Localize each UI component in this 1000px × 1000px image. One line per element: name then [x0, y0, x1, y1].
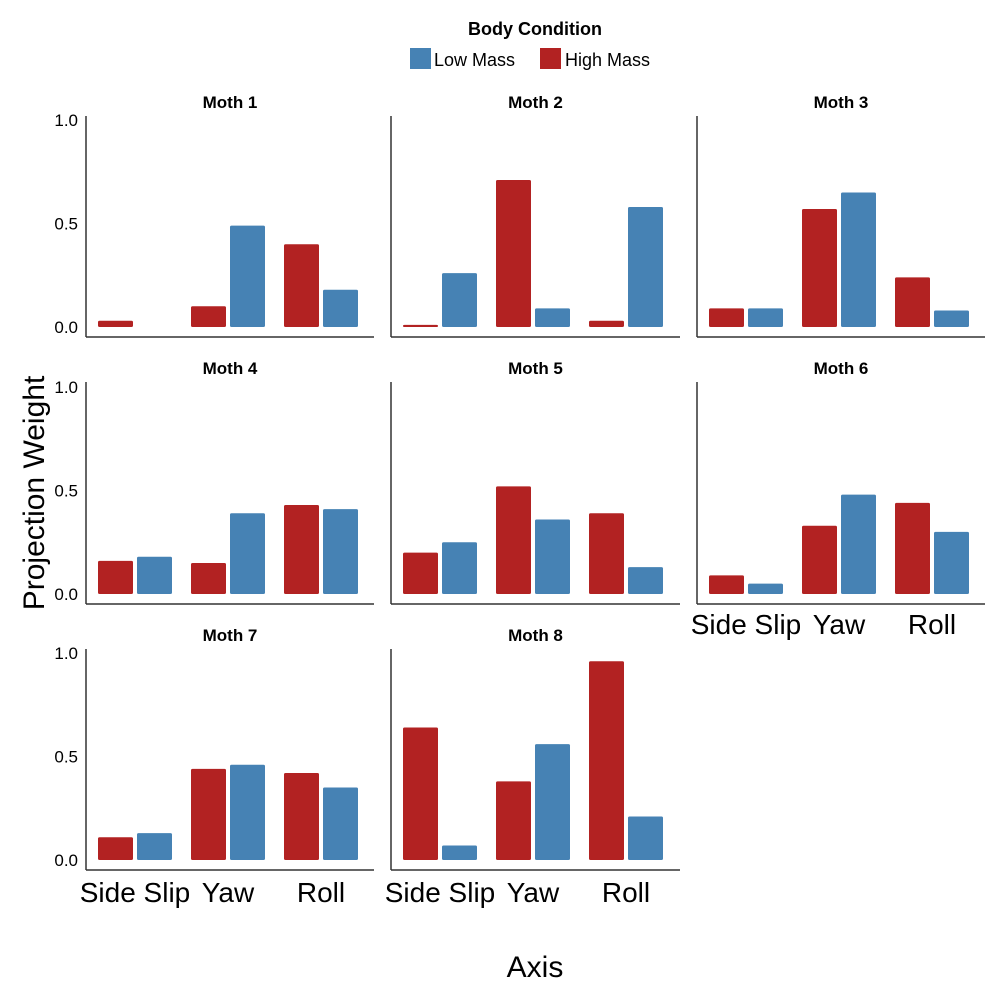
bar-low-mass-yaw [841, 494, 876, 594]
bar-high-mass-yaw [496, 180, 531, 327]
bar-high-mass-yaw [191, 306, 226, 327]
bar-high-mass-side-slip [403, 727, 438, 860]
y-tick-label: 0.0 [54, 318, 78, 337]
bar-low-mass-side-slip [442, 273, 477, 327]
bar-high-mass-roll [589, 320, 624, 327]
bar-low-mass-yaw [230, 513, 265, 594]
bar-high-mass-roll [284, 773, 319, 860]
facet-moth-8: Moth 8 Side Slip Yaw Roll [385, 626, 680, 908]
facet-moth-3: Moth 3 [696, 93, 985, 338]
bar-low-mass-side-slip [442, 542, 477, 594]
y-tick-label: 0.5 [54, 215, 78, 234]
x-tick-label: Side Slip [385, 877, 496, 908]
bar-high-mass-side-slip [709, 575, 744, 594]
bar-low-mass-side-slip [748, 308, 783, 327]
bar-low-mass-yaw [230, 225, 265, 327]
x-tick-label: Yaw [202, 877, 255, 908]
bar-high-mass-roll [895, 277, 930, 327]
bar-low-mass-roll [934, 531, 969, 594]
x-tick-label: Yaw [507, 877, 560, 908]
bar-high-mass-roll [589, 513, 624, 594]
bar-low-mass-roll [628, 206, 663, 327]
bar-high-mass-side-slip [98, 560, 133, 594]
bar-high-mass-side-slip [403, 552, 438, 594]
bar-low-mass-yaw [841, 192, 876, 327]
y-tick-label: 1.0 [54, 378, 78, 397]
bar-high-mass-roll [589, 661, 624, 860]
bar-high-mass-roll [895, 502, 930, 594]
y-axis-title: Projection Weight [18, 375, 51, 610]
facet-title: Moth 4 [203, 359, 258, 378]
bar-low-mass-side-slip [137, 556, 172, 594]
bar-low-mass-yaw [535, 744, 570, 860]
bar-low-mass-roll [323, 289, 358, 327]
bar-low-mass-yaw [230, 764, 265, 860]
x-axis-title: Axis [507, 951, 564, 984]
bar-low-mass-roll [934, 310, 969, 327]
bar-high-mass-roll [284, 244, 319, 327]
bar-high-mass-yaw [191, 768, 226, 860]
legend-swatch-low-mass [410, 48, 431, 69]
legend: Body Condition Low Mass High Mass [410, 19, 650, 70]
bar-low-mass-side-slip [442, 845, 477, 860]
y-tick-label: 0.5 [54, 748, 78, 767]
bar-low-mass-side-slip [748, 583, 783, 594]
bar-high-mass-side-slip [98, 320, 133, 327]
facet-title: Moth 5 [508, 359, 563, 378]
legend-title: Body Condition [468, 19, 602, 39]
x-tick-label: Roll [908, 609, 956, 640]
y-tick-label: 1.0 [54, 111, 78, 130]
facet-title: Moth 6 [814, 359, 869, 378]
bar-high-mass-roll [284, 504, 319, 594]
x-tick-label: Roll [602, 877, 650, 908]
x-tick-label: Side Slip [691, 609, 802, 640]
legend-label-high-mass: High Mass [565, 50, 650, 70]
bar-low-mass-roll [323, 787, 358, 860]
facet-moth-4: Moth 4 0.0 0.5 1.0 [54, 359, 374, 605]
legend-label-low-mass: Low Mass [434, 50, 515, 70]
bar-high-mass-yaw [802, 525, 837, 594]
bar-high-mass-yaw [496, 781, 531, 860]
bar-low-mass-yaw [535, 308, 570, 327]
bar-high-mass-side-slip [709, 308, 744, 327]
y-tick-label: 1.0 [54, 644, 78, 663]
bar-low-mass-yaw [535, 519, 570, 594]
facet-title: Moth 8 [508, 626, 563, 645]
facet-moth-5: Moth 5 [390, 359, 680, 605]
facet-moth-7: Moth 7 0.0 0.5 1.0 Side Slip Yaw Roll [54, 626, 374, 908]
facet-moth-1: Moth 1 0.0 0.5 1.0 [54, 93, 374, 338]
y-tick-label: 0.5 [54, 482, 78, 501]
facet-title: Moth 2 [508, 93, 563, 112]
y-tick-label: 0.0 [54, 851, 78, 870]
legend-swatch-high-mass [540, 48, 561, 69]
facet-title: Moth 1 [203, 93, 258, 112]
facet-title: Moth 7 [203, 626, 258, 645]
x-tick-label: Yaw [813, 609, 866, 640]
x-tick-label: Roll [297, 877, 345, 908]
bar-high-mass-side-slip [403, 324, 438, 327]
bar-low-mass-roll [323, 509, 358, 594]
facet-moth-6: Moth 6 Side Slip Yaw Roll [691, 359, 985, 640]
x-tick-label: Side Slip [80, 877, 191, 908]
facet-title: Moth 3 [814, 93, 869, 112]
bar-high-mass-yaw [496, 486, 531, 594]
facet-moth-2: Moth 2 [390, 93, 680, 338]
y-tick-label: 0.0 [54, 585, 78, 604]
facets: Moth 1 0.0 0.5 1.0 Moth 2 Moth 3 Moth 4 0.0 0.5 1… [54, 93, 985, 908]
bar-high-mass-yaw [802, 209, 837, 327]
bar-high-mass-side-slip [98, 837, 133, 860]
bar-high-mass-yaw [191, 562, 226, 594]
bar-low-mass-roll [628, 816, 663, 860]
bar-low-mass-side-slip [137, 833, 172, 860]
bar-low-mass-roll [628, 567, 663, 594]
